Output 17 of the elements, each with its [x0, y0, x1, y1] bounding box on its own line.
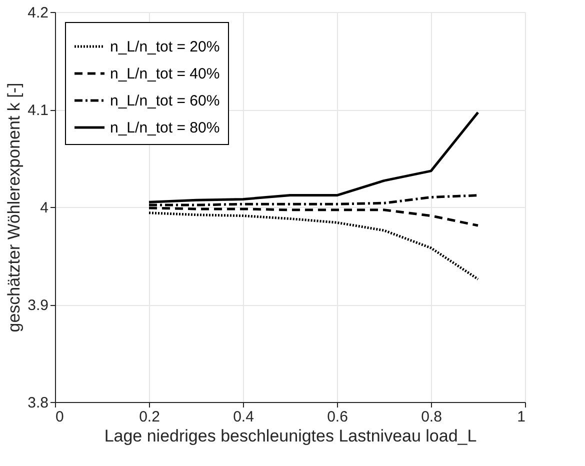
x-tick-label: 0.2	[139, 408, 160, 426]
y-tick-label: 4	[40, 200, 48, 216]
x-tick-label: 1	[517, 408, 526, 426]
x-tick-label: 0.4	[233, 408, 254, 426]
x-tick-label: 0	[56, 408, 64, 426]
y-tick-label: 3.9	[28, 297, 48, 314]
legend-label: n_L/n_tot = 60%	[110, 92, 220, 110]
y-tick-label: 3.8	[28, 394, 48, 412]
x-axis-title: Lage niedriges beschleunigtes Lastniveau load_L	[104, 426, 477, 446]
legend-label: n_L/n_tot = 20%	[110, 38, 220, 56]
x-tick-label: 0.6	[327, 408, 348, 426]
x-tick-label: 0.8	[421, 408, 442, 426]
y-tick-label: 4.1	[28, 102, 48, 119]
y-axis-title: geschätzter Wöhlerexponent k [-]	[4, 82, 24, 332]
y-tick-label: 4.2	[28, 4, 48, 22]
legend-label: n_L/n_tot = 40%	[110, 66, 220, 82]
legend-label: n_L/n_tot = 80%	[110, 120, 220, 136]
